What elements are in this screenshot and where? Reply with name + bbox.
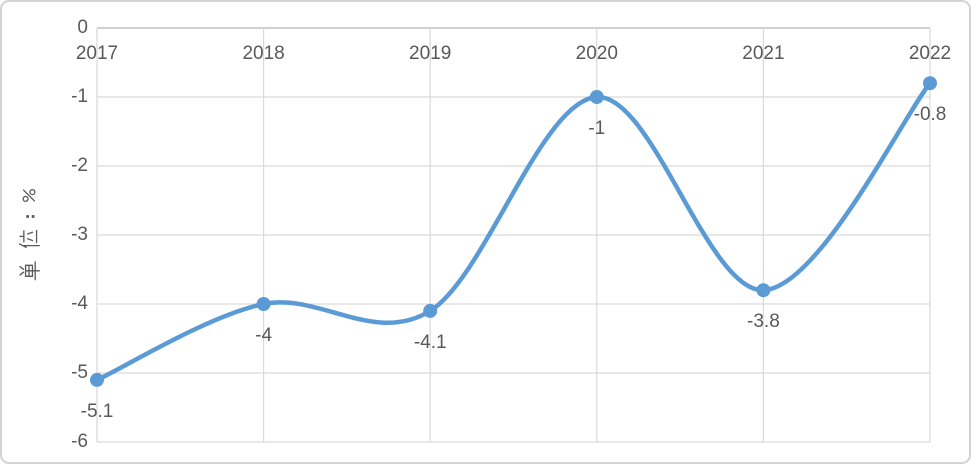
ylabel-glyph-colon bbox=[26, 215, 35, 218]
y-axis-title bbox=[16, 175, 42, 295]
y-tick-label: -6 bbox=[71, 431, 88, 452]
x-category-label: 2020 bbox=[575, 43, 618, 64]
data-point-label: -5.1 bbox=[80, 400, 114, 422]
y-tick-label: 0 bbox=[77, 17, 88, 38]
x-category-label: 2018 bbox=[242, 43, 285, 64]
y-tick-label: -1 bbox=[71, 86, 88, 107]
y-tick-label: -2 bbox=[71, 155, 88, 176]
x-category-label: 2017 bbox=[75, 43, 119, 64]
data-point-marker bbox=[423, 303, 438, 318]
data-point-label: -3.8 bbox=[747, 311, 780, 333]
ylabel-glyph-percent bbox=[22, 188, 36, 203]
data-point-label: -1 bbox=[588, 118, 606, 139]
data-point-marker bbox=[90, 372, 104, 387]
x-category-label: 2022 bbox=[908, 43, 952, 64]
y-tick-label: -5 bbox=[71, 362, 88, 383]
data-point-label: -0.8 bbox=[913, 104, 947, 126]
y-tick-label: -3 bbox=[71, 224, 88, 245]
ylabel-glyph-wei bbox=[18, 230, 40, 249]
data-series-line bbox=[94, 80, 933, 383]
x-category-label: 2021 bbox=[742, 43, 785, 64]
x-category-label: 2019 bbox=[409, 43, 452, 64]
y-tick-label: -4 bbox=[71, 293, 88, 314]
data-point-label: -4 bbox=[255, 325, 273, 346]
data-point-marker bbox=[589, 90, 604, 104]
data-point-marker bbox=[923, 76, 937, 91]
data-point-marker bbox=[256, 297, 271, 311]
data-point-label: -4.1 bbox=[413, 331, 447, 353]
ylabel-glyph-dan bbox=[19, 261, 40, 281]
data-point-marker bbox=[756, 283, 771, 298]
